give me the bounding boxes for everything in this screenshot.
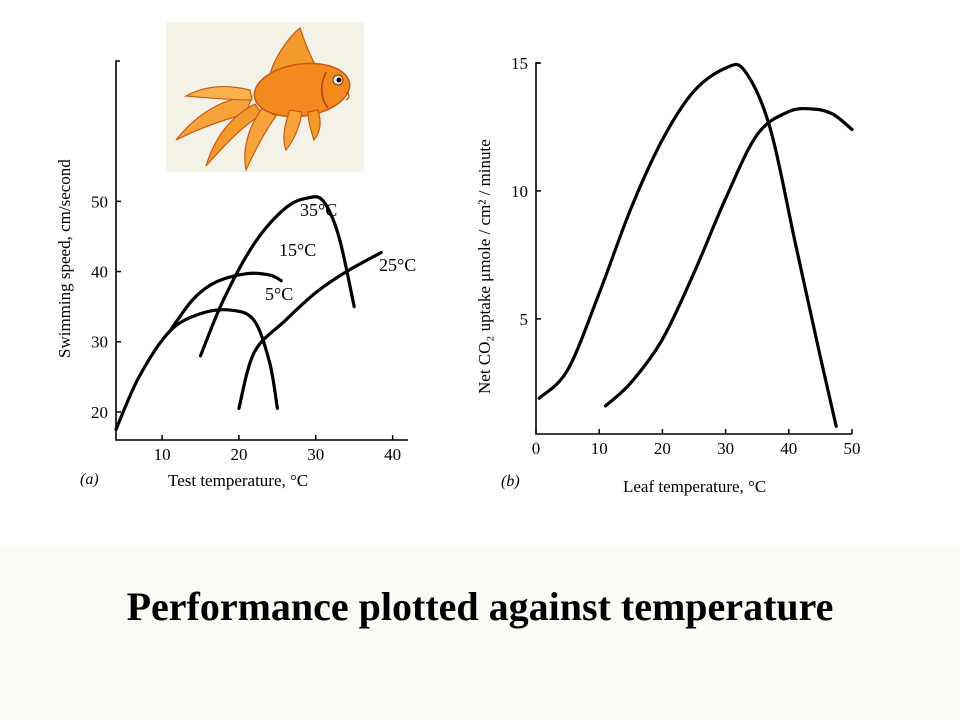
x-tick-label: 10 <box>154 445 171 464</box>
chart-b: 0 10 20 30 40 50 5 10 15 (b) Leaf temperature, °… <box>475 54 861 496</box>
curve-label-35C: 25°C <box>379 255 416 275</box>
y-tick-label: 10 <box>511 182 528 201</box>
x-tick-label: 50 <box>844 439 861 458</box>
panel-label-b: (b) <box>501 473 520 490</box>
series-line-15C <box>168 271 283 333</box>
figure-area: 10 20 30 40 20 30 40 50 35°C 15°C 5°C 25°C (a) … <box>55 22 861 496</box>
x-tick-label: 10 <box>591 439 608 458</box>
series-line-cool-adapted <box>537 62 838 428</box>
x-tick-label: 40 <box>780 439 797 458</box>
series-line-25C <box>198 195 356 358</box>
series-line-warm-adapted <box>603 106 854 408</box>
y-tick-label: 5 <box>520 310 529 329</box>
goldfish-illustration <box>166 22 364 172</box>
caption-band <box>0 545 960 720</box>
y-tick-label: 40 <box>91 263 108 282</box>
chart-b-ylabel: Net CO₂ uptake μmole / cm² / minute <box>475 139 494 394</box>
y-tick-label: 30 <box>91 333 108 352</box>
x-tick-label: 20 <box>654 439 671 458</box>
panel-label-a: (a) <box>80 471 99 488</box>
slide-title: Performance plotted against temperature <box>126 584 834 629</box>
x-tick-label: 0 <box>532 439 541 458</box>
y-tick-label: 20 <box>91 403 108 422</box>
x-tick-label: 40 <box>384 445 401 464</box>
chart-b-xlabel: Leaf temperature, °C <box>623 477 766 496</box>
goldfish-icon <box>175 26 351 172</box>
curve-label-5C: 5°C <box>265 284 293 304</box>
chart-b-axes <box>535 62 852 435</box>
chart-a-axes <box>115 60 408 441</box>
curve-label-15C: 15°C <box>279 240 316 260</box>
chart-a-xlabel: Test temperature, °C <box>168 471 308 490</box>
series-line-5C <box>114 308 279 432</box>
y-tick-label: 15 <box>511 54 528 73</box>
chart-a-ylabel: Swimming speed, cm/second <box>55 159 74 358</box>
x-tick-label: 30 <box>717 439 734 458</box>
series-line-35C <box>237 251 383 410</box>
curve-label-25C: 35°C <box>300 200 337 220</box>
y-tick-label: 50 <box>91 192 108 211</box>
x-tick-label: 30 <box>307 445 324 464</box>
x-tick-label: 20 <box>230 445 247 464</box>
